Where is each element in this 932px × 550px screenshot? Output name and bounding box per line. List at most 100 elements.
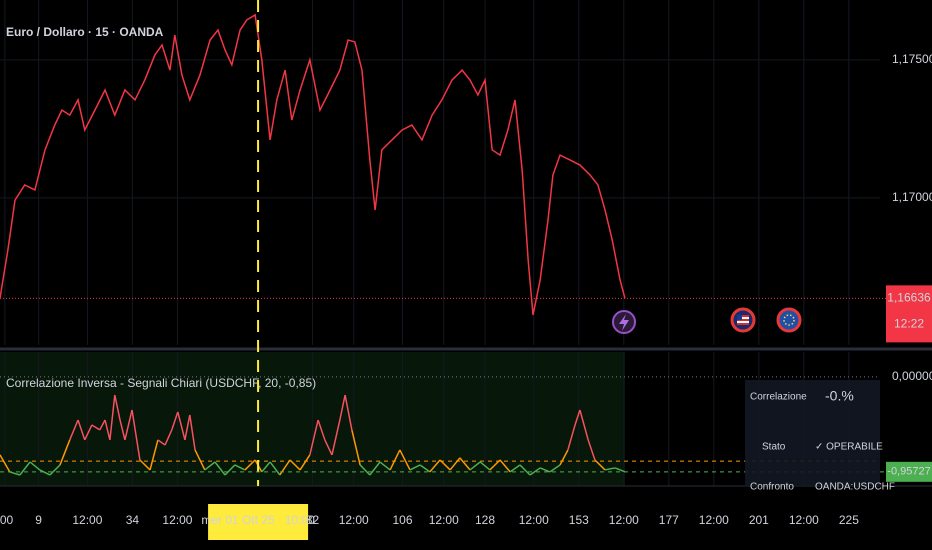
indicator-segment bbox=[479, 461, 491, 471]
indicator-segment bbox=[587, 439, 596, 461]
indicator-segment bbox=[409, 464, 421, 471]
indicator-segment bbox=[171, 411, 179, 431]
table-value: OANDA:USDCHF bbox=[815, 482, 895, 493]
lightning bbox=[619, 314, 629, 331]
flag-stripes bbox=[737, 315, 749, 325]
flag-stripes bbox=[737, 321, 749, 323]
indicator-segment bbox=[574, 409, 581, 426]
indicator-segment bbox=[359, 464, 371, 476]
indicator-segment bbox=[594, 459, 606, 471]
y-tick-label: 1,17500 bbox=[892, 52, 932, 66]
x-tick-label: 12:00 bbox=[699, 513, 729, 527]
indicator-segment bbox=[261, 461, 271, 473]
x-tick-label: :00 bbox=[0, 513, 14, 527]
indicator-segment bbox=[549, 464, 561, 473]
indicator-segment bbox=[567, 424, 576, 451]
table-label: Stato bbox=[762, 442, 786, 453]
x-tick-label: 12:00 bbox=[162, 513, 192, 527]
x-tick-label: 225 bbox=[839, 513, 859, 527]
price-tag-label: 1,16636 bbox=[887, 291, 931, 305]
indicator-segment bbox=[157, 439, 166, 446]
indicator-segment bbox=[204, 461, 216, 471]
indicator-segment bbox=[289, 459, 301, 471]
indicator-segment bbox=[131, 409, 141, 461]
indicator-segment bbox=[77, 419, 86, 441]
x-tick-label: 177 bbox=[659, 513, 679, 527]
x-tick-label: 128 bbox=[475, 513, 495, 527]
indicator-segment bbox=[439, 459, 451, 471]
y-tick-label: 1,17000 bbox=[892, 190, 932, 204]
flag-stars bbox=[783, 314, 795, 326]
indicator-segment bbox=[164, 429, 173, 446]
indicator-segment bbox=[459, 457, 471, 471]
flag-stripes bbox=[737, 317, 749, 319]
indicator-segment bbox=[91, 424, 101, 431]
indicator-segment bbox=[269, 461, 281, 476]
x-tick-label: 34 bbox=[126, 513, 140, 527]
indicator-segment bbox=[529, 467, 541, 476]
x-tick-label: 12:00 bbox=[789, 513, 819, 527]
x-tick-label: 12:00 bbox=[609, 513, 639, 527]
indicator-segment bbox=[214, 461, 226, 476]
indicator-segment bbox=[49, 464, 61, 476]
indicator-segment bbox=[109, 394, 116, 441]
indicator-segment bbox=[369, 461, 381, 476]
x-tick-label: 12:00 bbox=[429, 513, 459, 527]
x-tick-label: 82 bbox=[306, 513, 320, 527]
indicator-segment bbox=[124, 409, 133, 441]
indicator-segment bbox=[9, 471, 21, 476]
indicator-segment bbox=[499, 459, 511, 473]
indicator-segment bbox=[29, 461, 41, 471]
indicator-segment bbox=[99, 419, 106, 431]
x-tick-label: 201 bbox=[749, 513, 769, 527]
indicator-segment bbox=[509, 464, 521, 473]
price-line bbox=[0, 13, 626, 316]
indicator-segment bbox=[39, 469, 51, 476]
x-tick-label: 12:00 bbox=[339, 513, 369, 527]
crosshair-label-box bbox=[208, 504, 309, 540]
indicator-segment bbox=[317, 419, 326, 441]
indicator-segment bbox=[519, 464, 531, 476]
indicator-segment bbox=[244, 459, 256, 471]
crosshair-label: mer 01 Ott 25 10:00 bbox=[201, 513, 315, 527]
info-table bbox=[745, 380, 880, 486]
indicator-segment bbox=[234, 464, 246, 471]
indicator-segment bbox=[139, 459, 151, 471]
indicator-segment bbox=[339, 394, 346, 421]
last-value-label: -0,95727 bbox=[887, 466, 930, 478]
x-tick-label: 153 bbox=[569, 513, 589, 527]
x-tick-label: 106 bbox=[392, 513, 412, 527]
indicator-segment bbox=[614, 467, 626, 473]
indicator-segment bbox=[429, 459, 441, 473]
table-label: Correlazione bbox=[750, 392, 807, 403]
table-label: Confronto bbox=[750, 482, 794, 493]
indicator-segment bbox=[344, 394, 353, 431]
indicator-segment bbox=[224, 464, 236, 476]
indicator-segment bbox=[559, 449, 569, 466]
eur-flag[interactable] bbox=[776, 307, 802, 333]
indicator-segment bbox=[104, 419, 111, 441]
indicator-segment bbox=[184, 414, 191, 441]
indicator-segment bbox=[389, 449, 401, 471]
price-tag bbox=[886, 285, 932, 343]
background-layer bbox=[0, 0, 880, 486]
symbol-title: Euro / Dollaro · 15 · OANDA bbox=[6, 25, 164, 39]
indicator-segment bbox=[0, 454, 11, 473]
x-tick-label: 12:00 bbox=[519, 513, 549, 527]
indicator-segment bbox=[309, 419, 319, 456]
indicator-segment bbox=[299, 454, 311, 471]
indicator-segment bbox=[114, 394, 121, 421]
indicator-segment bbox=[324, 439, 333, 456]
indicator-segment bbox=[331, 419, 341, 456]
table-value: ✓ OPERABILE bbox=[815, 442, 883, 453]
indicator-segment bbox=[189, 414, 196, 451]
indicator-segment bbox=[84, 424, 93, 441]
indicator-segment bbox=[19, 461, 31, 476]
indicator-segment bbox=[419, 464, 431, 473]
indicator-segment bbox=[604, 467, 616, 471]
indicator-segment bbox=[489, 459, 501, 471]
indicator-segment bbox=[449, 457, 461, 471]
x-tick-label: 9 bbox=[35, 513, 42, 527]
